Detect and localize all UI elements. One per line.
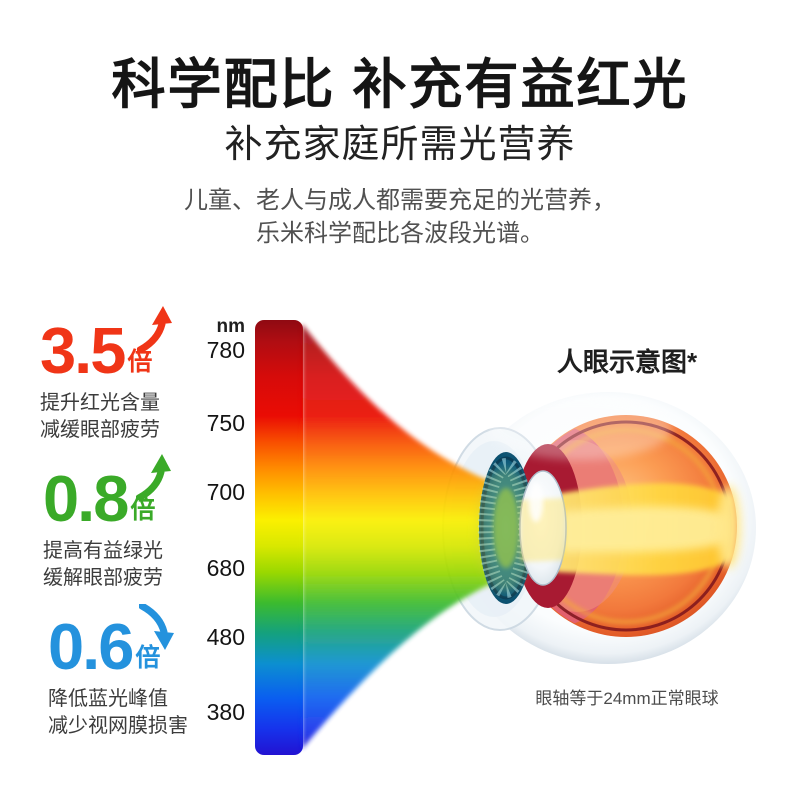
stat-red-light-text: 提升红光含量 减缓眼部疲劳 <box>40 390 250 444</box>
trend-up-arrow-icon <box>137 306 172 352</box>
tick-780: 780 <box>206 337 245 363</box>
description-line-2: 乐米科学配比各波段光谱。 <box>256 220 544 247</box>
stat-red-light-value: 3.5 <box>40 314 126 387</box>
description: 儿童、老人与成人都需要充足的光营养， 乐米科学配比各波段光谱。 <box>0 184 800 250</box>
stat-blue-light-unit: 倍 <box>135 643 161 672</box>
stat-blue-light-line-2: 减少视网膜损害 <box>48 714 188 737</box>
tick-380: 380 <box>206 699 245 725</box>
eye-diagram-caption: 眼轴等于24mm正常眼球 <box>535 689 719 708</box>
stat-green-light: 0.8 倍 提高有益绿光 缓解眼部疲劳 <box>43 454 253 592</box>
tick-680: 680 <box>206 555 245 581</box>
eye-diagram-label: 人眼示意图* <box>556 347 698 377</box>
page-subtitle: 补充家庭所需光营养 <box>224 124 576 166</box>
stat-blue-light: 0.6 倍 降低蓝光峰值 减少视网膜损害 <box>48 604 258 740</box>
stat-blue-light-text: 降低蓝光峰值 减少视网膜损害 <box>48 686 258 740</box>
light-beam <box>302 324 528 749</box>
stat-blue-light-line-1: 降低蓝光峰值 <box>48 687 168 710</box>
page-title: 科学配比 补充有益红光 <box>111 55 689 115</box>
trend-up-arrow-icon <box>136 454 171 500</box>
spectrum-bar <box>255 320 303 755</box>
stat-green-light-text: 提高有益绿光 缓解眼部疲劳 <box>43 538 253 592</box>
description-line-1: 儿童、老人与成人都需要充足的光营养， <box>184 187 616 214</box>
tick-750: 750 <box>206 410 245 436</box>
stat-blue-light-value: 0.6 <box>48 610 134 683</box>
eyeball-interior <box>475 396 741 637</box>
tick-480: 480 <box>206 624 245 650</box>
stat-green-light-value: 0.8 <box>43 462 129 535</box>
stat-green-light-unit: 倍 <box>130 495 156 524</box>
stat-blue-light-value-row: 0.6 倍 <box>48 604 258 683</box>
stat-red-light-value-row: 3.5 倍 <box>40 306 250 387</box>
stat-red-light-line-2: 减缓眼部疲劳 <box>40 418 160 441</box>
stat-red-light-line-1: 提升红光含量 <box>40 391 160 414</box>
stat-red-light-unit: 倍 <box>127 347 153 376</box>
stat-green-light-value-row: 0.8 倍 <box>43 454 253 535</box>
stat-green-light-line-2: 缓解眼部疲劳 <box>43 566 163 589</box>
axis-unit-label: nm <box>216 316 246 337</box>
trend-down-arrow-icon <box>139 604 174 650</box>
stat-red-light: 3.5 倍 提升红光含量 减缓眼部疲劳 <box>40 306 250 444</box>
tick-700: 700 <box>206 479 245 505</box>
stat-green-light-line-1: 提高有益绿光 <box>43 539 163 562</box>
